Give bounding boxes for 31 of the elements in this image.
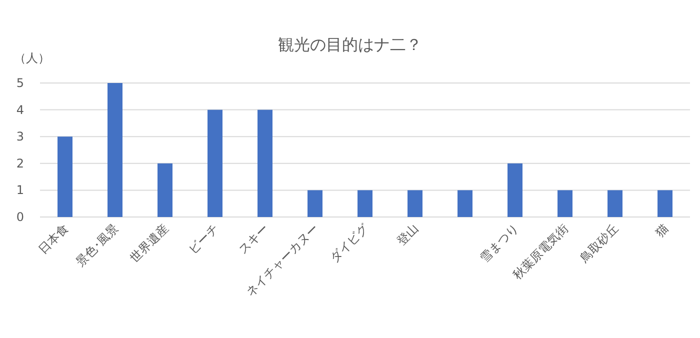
x-tick-label: ビーチ bbox=[186, 221, 222, 257]
bar bbox=[58, 136, 72, 217]
x-tick-label: 日本食 bbox=[36, 221, 72, 257]
bar bbox=[158, 163, 172, 217]
y-tick-label: 0 bbox=[16, 210, 24, 224]
x-tick-label: スキー bbox=[236, 221, 272, 257]
y-tick-label: 2 bbox=[16, 156, 24, 170]
chart-title: 観光の目的はナ二？ bbox=[278, 35, 422, 54]
x-tick-label: 雪まつり bbox=[477, 221, 522, 266]
bar bbox=[608, 190, 622, 217]
x-tick-label: 猫 bbox=[652, 221, 672, 240]
bar bbox=[258, 110, 272, 217]
bar bbox=[508, 163, 522, 217]
bar bbox=[108, 83, 122, 217]
y-axis-title: （人） bbox=[14, 51, 50, 65]
x-tick-label: 世界遺産 bbox=[127, 221, 172, 266]
x-tick-label: 景色･風景 bbox=[73, 221, 122, 270]
x-tick-label: 鳥取砂丘 bbox=[576, 221, 622, 266]
y-tick-label: 3 bbox=[16, 130, 24, 144]
bar bbox=[458, 190, 472, 217]
bar bbox=[358, 190, 372, 217]
y-tick-label: 1 bbox=[16, 183, 24, 198]
x-tick-label: 登山 bbox=[394, 221, 422, 248]
x-tick-label: ダイビグ bbox=[327, 220, 372, 266]
bar bbox=[208, 110, 222, 217]
bar bbox=[408, 190, 422, 217]
y-tick-label: 4 bbox=[16, 102, 24, 117]
bar bbox=[658, 190, 672, 217]
y-tick-label: 5 bbox=[16, 76, 24, 90]
bar bbox=[308, 190, 322, 217]
bar bbox=[558, 190, 572, 217]
